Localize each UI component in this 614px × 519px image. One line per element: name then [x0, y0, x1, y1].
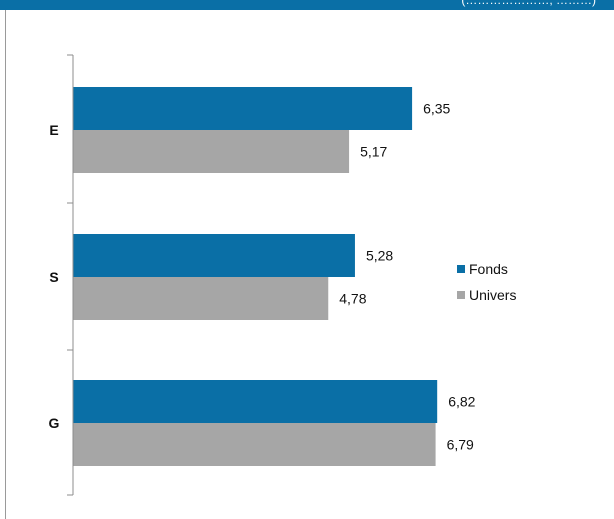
category-label-e: E [49, 122, 58, 138]
header-bar: (…………………, ………) [0, 0, 614, 10]
bar-e-univers [73, 130, 350, 173]
labels-layer: 6,35 5,17 E 5,28 4,78 S 6,82 6,79 G [49, 101, 476, 453]
legend-item-univers: Univers [457, 287, 516, 303]
bar-s-univers [73, 277, 329, 320]
bar-e-fonds [73, 87, 413, 130]
bar-g-fonds [73, 380, 438, 423]
data-label-g-univers: 6,79 [447, 437, 474, 453]
legend-swatch-fonds [457, 265, 465, 273]
data-label-e-univers: 5,17 [360, 144, 387, 160]
panel-border [5, 10, 6, 519]
data-label-s-univers: 4,78 [339, 291, 366, 307]
axis-layer [67, 54, 74, 496]
category-label-s: S [49, 269, 58, 285]
category-label-g: G [49, 415, 60, 431]
bar-s-fonds [73, 234, 355, 277]
legend-swatch-univers [457, 291, 465, 299]
legend-item-fonds: Fonds [457, 261, 508, 277]
legend-label-univers: Univers [469, 287, 517, 303]
legend-label-fonds: Fonds [469, 261, 508, 277]
data-label-g-fonds: 6,82 [448, 394, 475, 410]
data-label-s-fonds: 5,28 [366, 248, 393, 264]
data-label-e-fonds: 6,35 [423, 101, 450, 117]
bars-layer [73, 87, 438, 466]
header-text: (…………………, ………) [461, 0, 596, 7]
bar-g-univers [73, 423, 436, 466]
